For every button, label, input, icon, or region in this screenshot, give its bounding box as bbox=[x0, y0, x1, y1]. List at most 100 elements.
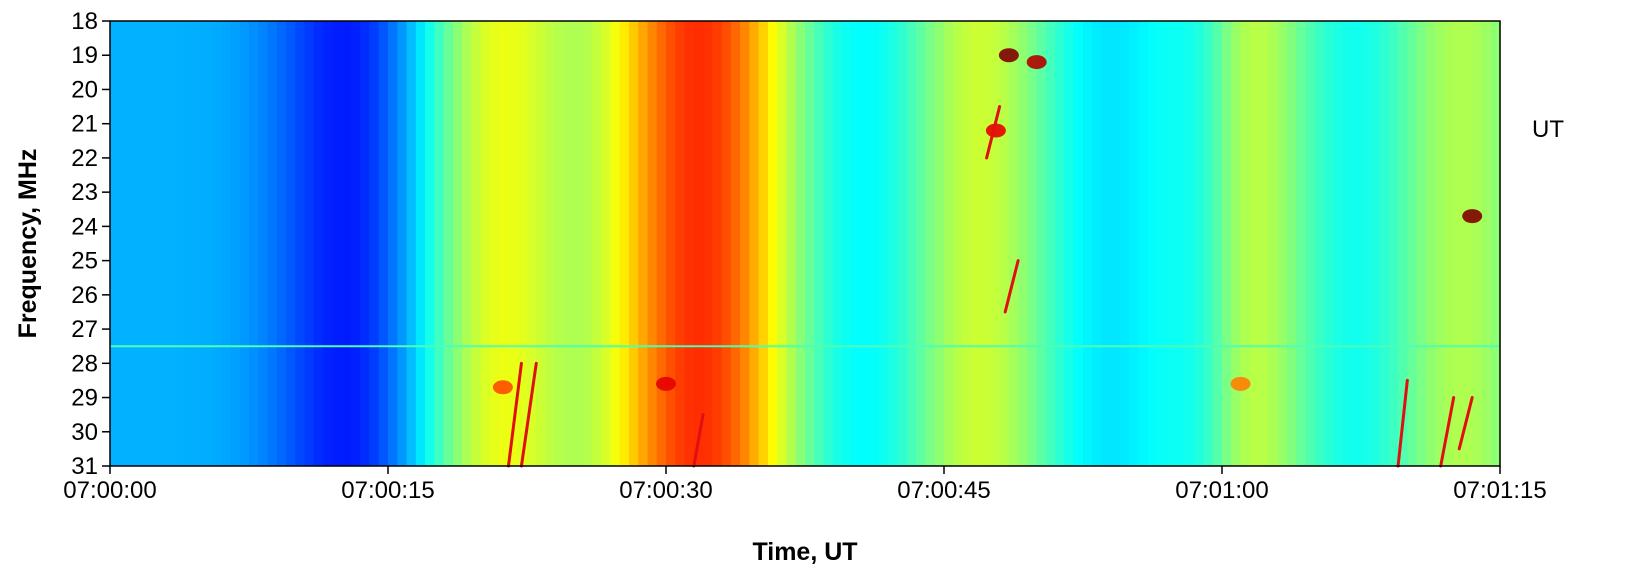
heatmap-cell bbox=[1203, 21, 1214, 466]
heatmap-cell bbox=[814, 21, 825, 466]
y-tick-label: 31 bbox=[71, 453, 98, 480]
heatmap-cell bbox=[1240, 21, 1251, 466]
heatmap-cell bbox=[1462, 21, 1473, 466]
heatmap-cell bbox=[1222, 21, 1232, 466]
heatmap-cell bbox=[573, 21, 584, 466]
x-tick-label: 07:00:45 bbox=[897, 477, 990, 504]
heatmap-cell bbox=[1444, 21, 1455, 466]
y-tick-label: 22 bbox=[71, 145, 98, 172]
heatmap-cell bbox=[137, 21, 148, 466]
heatmap-cell bbox=[990, 21, 1001, 466]
heatmap-cell bbox=[1379, 21, 1390, 466]
heatmap-cell bbox=[786, 21, 797, 466]
heatmap-cell bbox=[1388, 21, 1399, 466]
heatmap-cell bbox=[378, 21, 389, 466]
heatmap-cell bbox=[119, 21, 130, 466]
heatmap-cell bbox=[823, 21, 834, 466]
y-tick-label: 18 bbox=[71, 8, 98, 35]
heatmap-cell bbox=[684, 21, 695, 466]
heatmap-cell bbox=[934, 21, 945, 466]
heatmap-cell bbox=[1342, 21, 1353, 466]
y-tick-label: 28 bbox=[71, 350, 98, 377]
heatmap-cell bbox=[1481, 21, 1492, 466]
heatmap-cell bbox=[1018, 21, 1028, 466]
heatmap-cell bbox=[1370, 21, 1381, 466]
heatmap-cell bbox=[415, 21, 426, 466]
heatmap-cell bbox=[1249, 21, 1260, 466]
heatmap-cell bbox=[110, 21, 120, 466]
heatmap-cell bbox=[462, 21, 472, 466]
heatmap-cell bbox=[536, 21, 547, 466]
heatmap-cell bbox=[1490, 21, 1501, 466]
heatmap-cell bbox=[1472, 21, 1483, 466]
heatmap-cell bbox=[369, 21, 380, 466]
burst-line bbox=[1396, 378, 1409, 468]
heatmap-cell bbox=[1083, 21, 1093, 466]
heatmap-cell bbox=[258, 21, 269, 466]
y-tick-label: 23 bbox=[71, 179, 98, 206]
hotspot bbox=[1462, 209, 1483, 224]
heatmap-cell bbox=[425, 21, 435, 466]
heatmap-cell bbox=[879, 21, 889, 466]
heatmap-cell bbox=[434, 21, 445, 466]
heatmap-cell bbox=[499, 21, 510, 466]
heatmap-cell bbox=[944, 21, 954, 466]
burst-line bbox=[692, 413, 705, 468]
x-tick-label: 07:00:15 bbox=[341, 477, 434, 504]
heatmap-cell bbox=[1101, 21, 1112, 466]
heatmap-cell bbox=[174, 21, 185, 466]
heatmap-cell bbox=[156, 21, 167, 466]
hotspot bbox=[1230, 376, 1251, 391]
heatmap-cell bbox=[962, 21, 973, 466]
heatmap-cell bbox=[610, 21, 621, 466]
heatmap-cell bbox=[842, 21, 852, 466]
x-tick-label: 07:00:30 bbox=[619, 477, 712, 504]
heatmap-cell bbox=[211, 21, 222, 466]
heatmap-cell bbox=[1129, 21, 1140, 466]
heatmap-cell bbox=[388, 21, 398, 466]
heatmap-cell bbox=[239, 21, 250, 466]
heatmap-cell bbox=[832, 21, 843, 466]
heatmap-cell bbox=[184, 21, 194, 466]
heatmap-cell bbox=[1314, 21, 1325, 466]
heatmap-cell bbox=[1453, 21, 1464, 466]
heatmap-cell bbox=[1425, 21, 1436, 466]
heatmap-cell bbox=[1231, 21, 1242, 466]
heatmap-cell bbox=[489, 21, 500, 466]
heatmap-cell bbox=[1055, 21, 1066, 466]
heatmap-cell bbox=[1323, 21, 1334, 466]
heatmap-cell bbox=[628, 21, 639, 466]
heatmap-cell bbox=[1027, 21, 1038, 466]
burst-line bbox=[1003, 259, 1020, 314]
x-tick-label: 07:00:00 bbox=[63, 477, 156, 504]
heatmap-cell bbox=[656, 21, 667, 466]
heatmap-cell bbox=[202, 21, 213, 466]
heatmap-cell bbox=[1064, 21, 1075, 466]
heatmap-cell bbox=[1008, 21, 1019, 466]
heatmap-cell bbox=[313, 21, 324, 466]
heatmap-cell bbox=[888, 21, 899, 466]
heatmap-cell bbox=[517, 21, 528, 466]
heatmap-cell bbox=[267, 21, 278, 466]
plot-frame bbox=[109, 20, 1501, 467]
heatmap-cell bbox=[1166, 21, 1177, 466]
y-tick-label: 21 bbox=[71, 111, 98, 138]
heatmap-cell bbox=[360, 21, 371, 466]
heatmap-cell bbox=[564, 21, 574, 466]
heatmap-cell bbox=[1351, 21, 1362, 466]
side-label: UT bbox=[1532, 116, 1564, 143]
hotspot bbox=[656, 376, 676, 391]
heatmap-cell bbox=[1296, 21, 1306, 466]
y-tick-label: 19 bbox=[71, 42, 98, 69]
heatmap-cell bbox=[703, 21, 713, 466]
heatmap-cell bbox=[508, 21, 519, 466]
burst-line bbox=[506, 361, 523, 468]
heatmap-cell bbox=[1184, 21, 1195, 466]
y-tick-label: 26 bbox=[71, 282, 98, 309]
heatmap-cell bbox=[165, 21, 176, 466]
burst-line bbox=[1439, 396, 1456, 468]
heatmap-cell bbox=[249, 21, 259, 466]
heatmap-cell bbox=[906, 21, 917, 466]
heatmap-cell bbox=[295, 21, 306, 466]
